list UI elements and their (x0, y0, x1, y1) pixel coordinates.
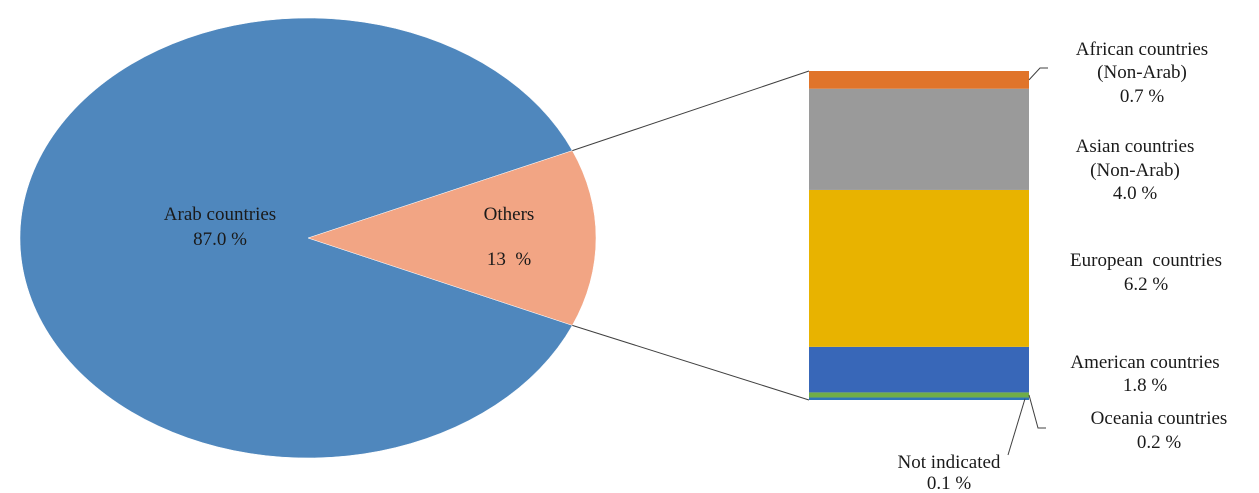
bar-segment-not-indicated (809, 397, 1029, 400)
segment-label-african-line2: (Non-Arab) (1097, 62, 1187, 83)
bar-segment-african-countries (809, 71, 1029, 89)
connector-line-top (572, 70, 810, 152)
leader-lines (1007, 67, 1048, 456)
segment-label-american-name: American countries (1070, 352, 1219, 373)
segment-label-european-value: 6.2 % (1124, 274, 1169, 295)
segment-label-african-line1: African countries (1076, 39, 1208, 60)
slice-label-arab-value: 87.0 % (193, 229, 247, 250)
segment-label-asian-line1: Asian countries (1076, 136, 1195, 157)
slice-label-arab-name: Arab countries (164, 204, 276, 225)
leader-line-african (1028, 67, 1048, 81)
stacked-bar (809, 71, 1029, 400)
segment-label-asian-value: 4.0 % (1113, 183, 1158, 204)
connector-lines (572, 70, 810, 401)
pie-slice-others (307, 150, 597, 326)
segment-label-oceania-value: 0.2 % (1137, 432, 1182, 453)
slice-label-others-value: 13 % (487, 249, 532, 270)
leader-line-not-indicated (1007, 398, 1026, 456)
bar-segment-american-countries (809, 346, 1029, 393)
segment-label-not-indicated-name: Not indicated (898, 452, 1001, 473)
segment-label-oceania-name: Oceania countries (1091, 408, 1228, 429)
segment-label-european-name: European countries (1070, 250, 1222, 271)
pie-slice-arab-countries (19, 17, 573, 459)
bar-segment-european-countries (809, 189, 1029, 347)
segment-label-american-value: 1.8 % (1123, 375, 1168, 396)
pie (19, 17, 597, 459)
connector-line-bottom (572, 324, 810, 401)
segment-label-not-indicated-value: 0.1 % (927, 473, 972, 493)
bar-segment-asian-countries (809, 88, 1029, 190)
segment-label-asian-line2: (Non-Arab) (1090, 160, 1180, 181)
segment-label-african-value: 0.7 % (1120, 86, 1165, 107)
bar-segment-oceania-countries (809, 392, 1029, 398)
slice-label-others-name: Others (484, 204, 535, 225)
leader-line-oceania (1028, 394, 1046, 429)
